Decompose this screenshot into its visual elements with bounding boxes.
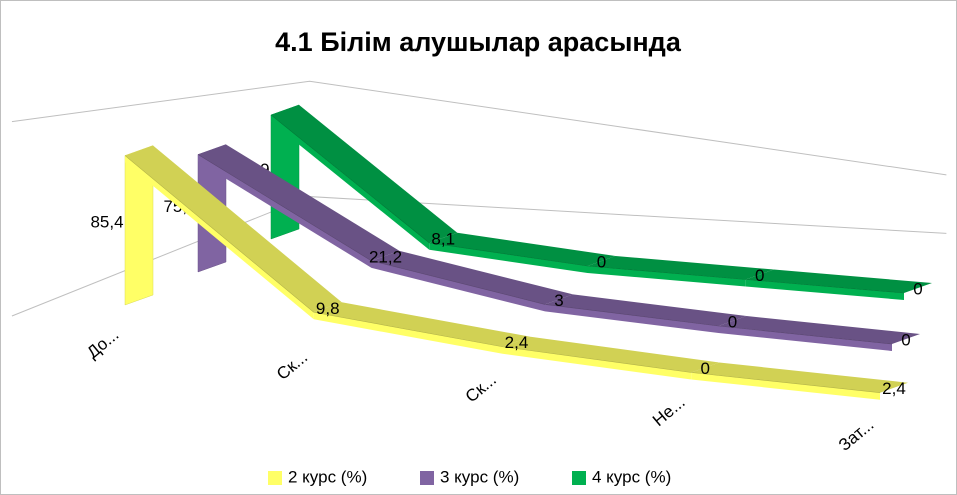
legend-swatch [268, 471, 282, 485]
data-label: 85,4 [90, 212, 123, 231]
ribbon-edge [313, 312, 503, 354]
ribbon-edge [691, 372, 880, 400]
data-label: 0 [597, 252, 606, 271]
ribbon-segment [745, 269, 932, 293]
ribbon-edge [745, 279, 904, 300]
data-label: 0 [755, 266, 764, 285]
data-label: 2,4 [882, 379, 906, 398]
ribbon-segment [271, 104, 458, 243]
ribbon-edge [429, 242, 588, 273]
grid-line [11, 80, 947, 176]
data-label: 3 [554, 291, 563, 310]
ribbon-edge [198, 154, 372, 268]
ribbon-segment [545, 294, 747, 326]
ribbon-cap [124, 145, 154, 306]
plot: 91,98,100075,821,230085,49,82,402,4До...… [83, 104, 932, 455]
series-line [197, 154, 893, 345]
ribbon-segment [313, 302, 531, 347]
ribbon-edge [502, 346, 692, 380]
ribbon-edge [545, 304, 719, 333]
data-label: 0 [901, 330, 910, 349]
data-label: 21,2 [369, 247, 402, 266]
ribbon-segment [371, 250, 573, 305]
legend-swatch [420, 471, 434, 485]
data-label: 0 [728, 312, 737, 331]
ribbon-segment [125, 145, 342, 313]
ribbon-edge [271, 114, 430, 250]
ribbon-edge [371, 260, 545, 312]
data-label: 8,1 [431, 229, 455, 248]
legend-label: 3 курс (%) [440, 467, 519, 486]
ribbon-segment [691, 362, 908, 393]
data-label: 0 [913, 279, 922, 298]
ribbon-edge [718, 326, 892, 351]
series-line [124, 155, 881, 393]
data-label: 2,4 [505, 333, 529, 352]
chart-title: 4.1 Білім алушылар арасында [275, 27, 682, 57]
ribbon-edge [125, 155, 314, 320]
data-label: 9,8 [316, 299, 340, 318]
legend-label: 4 курс (%) [592, 467, 671, 486]
ribbon-segment [587, 256, 774, 280]
ribbon-segment [718, 316, 920, 344]
data-label: 0 [701, 359, 710, 378]
ribbon-edge [587, 266, 746, 287]
ribbon-segment [502, 336, 720, 373]
ribbon-segment [429, 232, 616, 266]
legend-label: 2 курс (%) [288, 467, 367, 486]
ribbon-segment [198, 144, 400, 261]
legend-swatch [572, 471, 586, 485]
legend: 2 курс (%) 3 курс (%) 4 курс (%) [268, 467, 671, 486]
series-line [270, 114, 905, 294]
